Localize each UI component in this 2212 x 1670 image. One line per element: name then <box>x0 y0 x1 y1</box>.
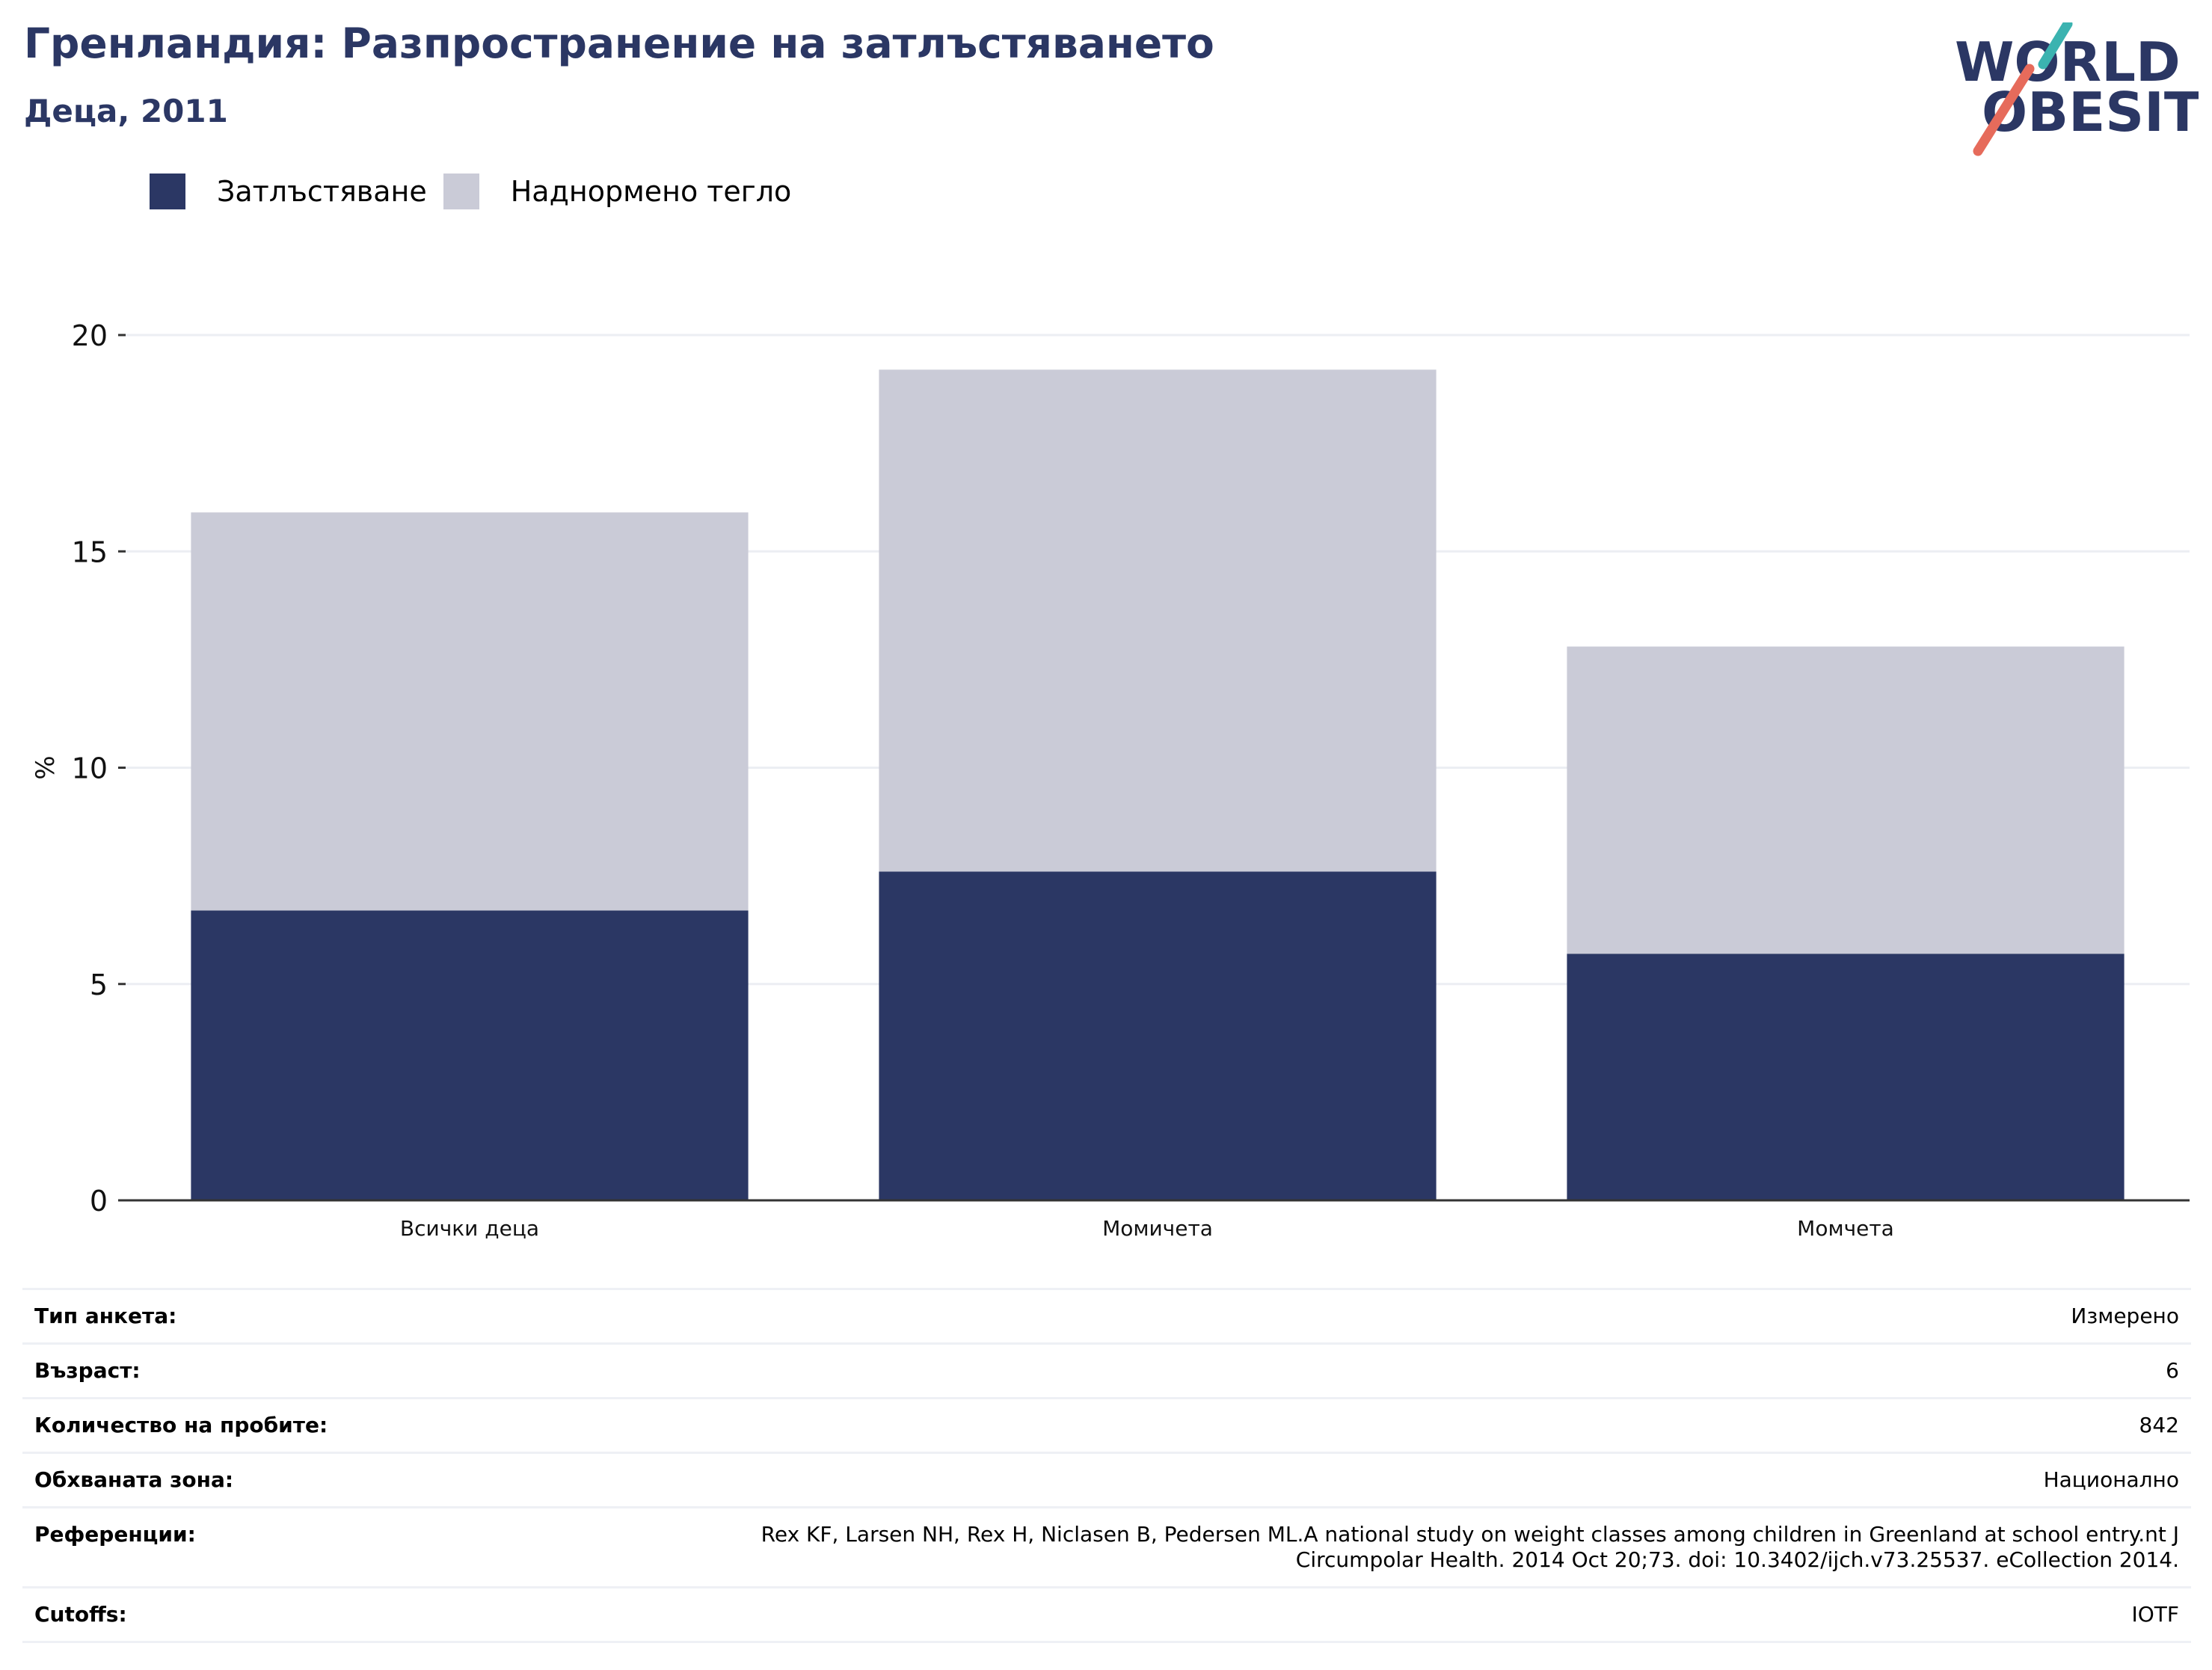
bar-overweight <box>879 369 1437 872</box>
x-tick-label: Момчета <box>1797 1216 1894 1241</box>
bar-overweight <box>191 512 749 911</box>
info-row: Тип анкета: Измерено <box>22 1290 2191 1345</box>
legend-label-overweight: Наднормено тегло <box>510 175 792 208</box>
chart-legend: Затлъстяване Наднормено тегло <box>150 172 808 211</box>
info-value: 6 <box>2166 1358 2179 1383</box>
legend-swatch-obesity <box>150 174 185 209</box>
info-label: Обхваната зона: <box>34 1467 234 1492</box>
y-tick-label: 15 <box>72 535 108 568</box>
y-tick-label: 0 <box>90 1185 108 1218</box>
info-label: Количество на пробите: <box>34 1413 328 1437</box>
world-obesity-logo: WORLD OBESITY <box>1955 22 2199 156</box>
legend-label-obesity: Затлъстяване <box>217 175 427 208</box>
info-value: Rex KF, Larsen NH, Rex H, Niclasen B, Pe… <box>761 1522 2179 1572</box>
info-row: Количество на пробите: 842 <box>22 1399 2191 1454</box>
info-row: Възраст: 6 <box>22 1345 2191 1399</box>
bar-obesity <box>879 871 1437 1200</box>
bar-chart: 0 5 10 15 20% Всички деца Момичета Момчета <box>31 319 2190 1241</box>
info-label: Тип анкета: <box>34 1304 177 1328</box>
y-tick-label: 10 <box>72 752 108 785</box>
info-row: Cutoffs: IOTF <box>22 1588 2191 1643</box>
y-tick-label: 20 <box>72 319 108 352</box>
info-label: Референции: <box>34 1522 196 1547</box>
bar-obesity <box>1567 954 2125 1200</box>
info-row: Обхваната зона: Национално <box>22 1454 2191 1508</box>
info-label: Възраст: <box>34 1358 141 1383</box>
legend-swatch-overweight <box>443 174 479 209</box>
x-tick-label: Момичета <box>1102 1216 1213 1241</box>
info-value: IOTF <box>2131 1602 2179 1627</box>
info-value: Национално <box>2043 1467 2179 1492</box>
x-tick-label: Всички деца <box>400 1216 539 1241</box>
legend-item-obesity[interactable]: Затлъстяване <box>150 174 427 209</box>
y-tick-label: 5 <box>90 968 108 1001</box>
info-row: Референции: Rex KF, Larsen NH, Rex H, Nic… <box>22 1508 2191 1588</box>
logo-coral-slash <box>1973 64 2035 156</box>
y-axis-label: % <box>31 755 61 779</box>
info-value: Измерено <box>2071 1304 2179 1328</box>
chart-title: Гренландия: Разпространение на затлъстяв… <box>24 19 1214 67</box>
info-value: 842 <box>2139 1413 2179 1437</box>
info-table: Тип анкета: Измерено Възраст: 6 Количество н… <box>22 1288 2191 1643</box>
info-label: Cutoffs: <box>34 1602 127 1627</box>
bar-overweight <box>1567 646 2125 954</box>
bar-obesity <box>191 910 749 1200</box>
logo-teal-slash <box>2038 22 2073 70</box>
chart-subtitle: Деца, 2011 <box>24 93 228 129</box>
legend-item-overweight[interactable]: Наднормено тегло <box>443 174 792 209</box>
logo-text-world: WORLD <box>1955 31 2181 93</box>
